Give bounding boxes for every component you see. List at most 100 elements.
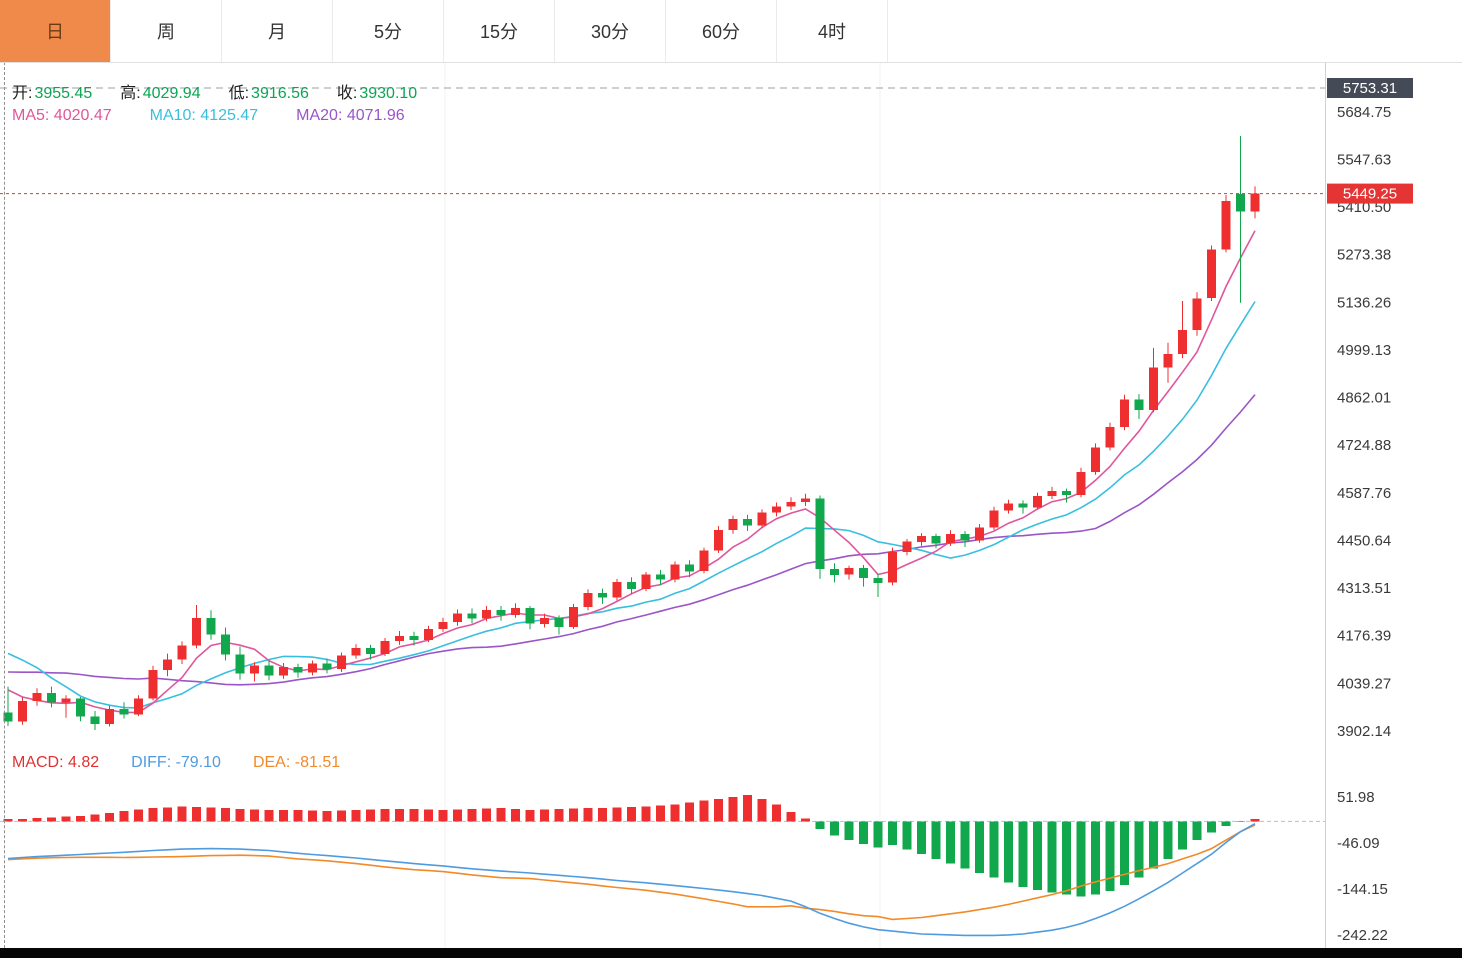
macd-bar-negative — [859, 821, 868, 844]
candle-up — [511, 608, 520, 615]
macd-bar-positive — [612, 807, 622, 822]
macd-bar-positive — [772, 804, 781, 822]
diff-line — [7, 822, 1256, 937]
candle-down — [264, 665, 274, 676]
macd-bar-negative — [1120, 821, 1129, 886]
macd-bar-positive — [728, 797, 738, 822]
candle-up — [1004, 503, 1013, 511]
tab-30min[interactable]: 30分 — [555, 0, 666, 62]
macd-bar-positive — [424, 809, 433, 822]
macd-bar-positive — [453, 809, 462, 822]
macd-bar-negative — [1062, 821, 1071, 895]
last-price-badge-label: 5449.25 — [1343, 186, 1397, 203]
tab-day[interactable]: 日 — [0, 0, 111, 62]
price-axis-label: 5684.75 — [1337, 104, 1391, 121]
main-price-chart[interactable]: 5684.755547.635410.505273.385136.264999.… — [0, 62, 1462, 745]
macd-bar-negative — [1018, 821, 1028, 888]
macd-bar-negative — [1134, 821, 1144, 878]
macd-bar-positive — [670, 804, 680, 822]
candle-down — [525, 608, 535, 624]
macd-bar-negative — [975, 821, 984, 873]
macd-bar-negative — [1149, 821, 1158, 869]
macd-bar-negative — [830, 821, 839, 836]
candle-down — [1062, 491, 1071, 495]
macd-bar-positive — [105, 812, 114, 822]
price-axis-label: 4724.88 — [1337, 437, 1391, 454]
candle-down — [1018, 503, 1028, 508]
macd-bar-positive — [1236, 821, 1245, 823]
candle-up — [105, 708, 114, 725]
ma5-value: MA5: 4020.47 — [12, 107, 112, 124]
candle-up — [583, 593, 593, 608]
price-axis-label: 4313.51 — [1337, 580, 1391, 597]
tab-5min[interactable]: 5分 — [333, 0, 444, 62]
macd-bar-negative — [902, 821, 912, 850]
candle-up — [351, 648, 361, 656]
candle-down — [322, 663, 332, 670]
candle-down — [859, 568, 868, 578]
tab-week[interactable]: 周 — [111, 0, 222, 62]
price-axis-label: 4176.39 — [1337, 628, 1391, 645]
macd-bar-positive — [757, 798, 767, 822]
macd-bar-negative — [989, 821, 999, 878]
macd-bar-positive — [699, 800, 709, 822]
macd-bar-positive — [337, 810, 346, 822]
macd-bar-positive — [3, 819, 13, 822]
candle-down — [119, 708, 129, 715]
macd-bar-positive — [380, 809, 390, 822]
candle-down — [47, 692, 56, 703]
dea-value: DEA: -81.51 — [252, 754, 341, 771]
macd-bar-positive — [264, 810, 274, 822]
candle-up — [482, 609, 491, 619]
candle-up — [1091, 447, 1100, 472]
macd-axis-label: 51.98 — [1337, 789, 1375, 806]
dea-line — [7, 824, 1256, 921]
candle-up — [1221, 201, 1231, 250]
tab-month[interactable]: 月 — [222, 0, 333, 62]
candle-up — [888, 551, 897, 583]
open-value: 3955.45 — [34, 85, 93, 102]
macd-bar-positive — [90, 814, 100, 822]
macd-axis-label: -46.09 — [1337, 835, 1380, 852]
ma10-value: MA10: 4125.47 — [149, 107, 259, 124]
macd-bar-negative — [1163, 821, 1173, 859]
macd-bar-positive — [76, 815, 85, 822]
candle-down — [627, 582, 636, 589]
tab-15min[interactable]: 15分 — [444, 0, 555, 62]
macd-bar-positive — [641, 806, 651, 822]
bottom-scrollbar[interactable] — [0, 948, 1462, 958]
macd-bar-negative — [1076, 821, 1086, 897]
price-axis-label: 5273.38 — [1337, 247, 1391, 264]
macd-bar-positive — [801, 818, 810, 822]
price-axis-separator — [1325, 62, 1326, 948]
candle-up — [1178, 329, 1187, 354]
macd-bar-positive — [583, 808, 593, 822]
macd-bar-positive — [395, 809, 404, 822]
candle-up — [1250, 193, 1260, 212]
macd-bar-positive — [32, 818, 42, 822]
candle-up — [279, 667, 288, 676]
ma-readout: MA5: 4020.47 MA10: 4125.47 MA20: 4071.96 — [12, 107, 405, 125]
macd-bar-positive — [554, 809, 564, 822]
macd-value: MACD: 4.82 — [12, 754, 100, 771]
candle-down — [496, 609, 506, 615]
macd-bar-negative — [1033, 821, 1042, 890]
macd-bar-negative — [1221, 821, 1231, 827]
macd-bar-positive — [279, 810, 288, 822]
macd-bar-positive — [322, 811, 332, 822]
macd-indicator-chart[interactable]: 51.98 -46.09 -144.15 -242.22 — [0, 745, 1462, 948]
tab-4hour[interactable]: 4时 — [777, 0, 888, 62]
ma20-line — [7, 394, 1256, 686]
macd-bar-positive — [685, 802, 694, 822]
macd-bar-positive — [569, 808, 578, 822]
macd-bar-positive — [482, 808, 491, 822]
candle-up — [1076, 471, 1086, 495]
candle-up — [540, 618, 549, 624]
macd-bar-negative — [1178, 821, 1187, 850]
tab-60min[interactable]: 60分 — [666, 0, 777, 62]
candle-up — [134, 698, 143, 715]
candle-up — [641, 574, 651, 589]
macd-bar-negative — [873, 821, 883, 848]
macd-axis-label: -144.15 — [1337, 881, 1388, 898]
